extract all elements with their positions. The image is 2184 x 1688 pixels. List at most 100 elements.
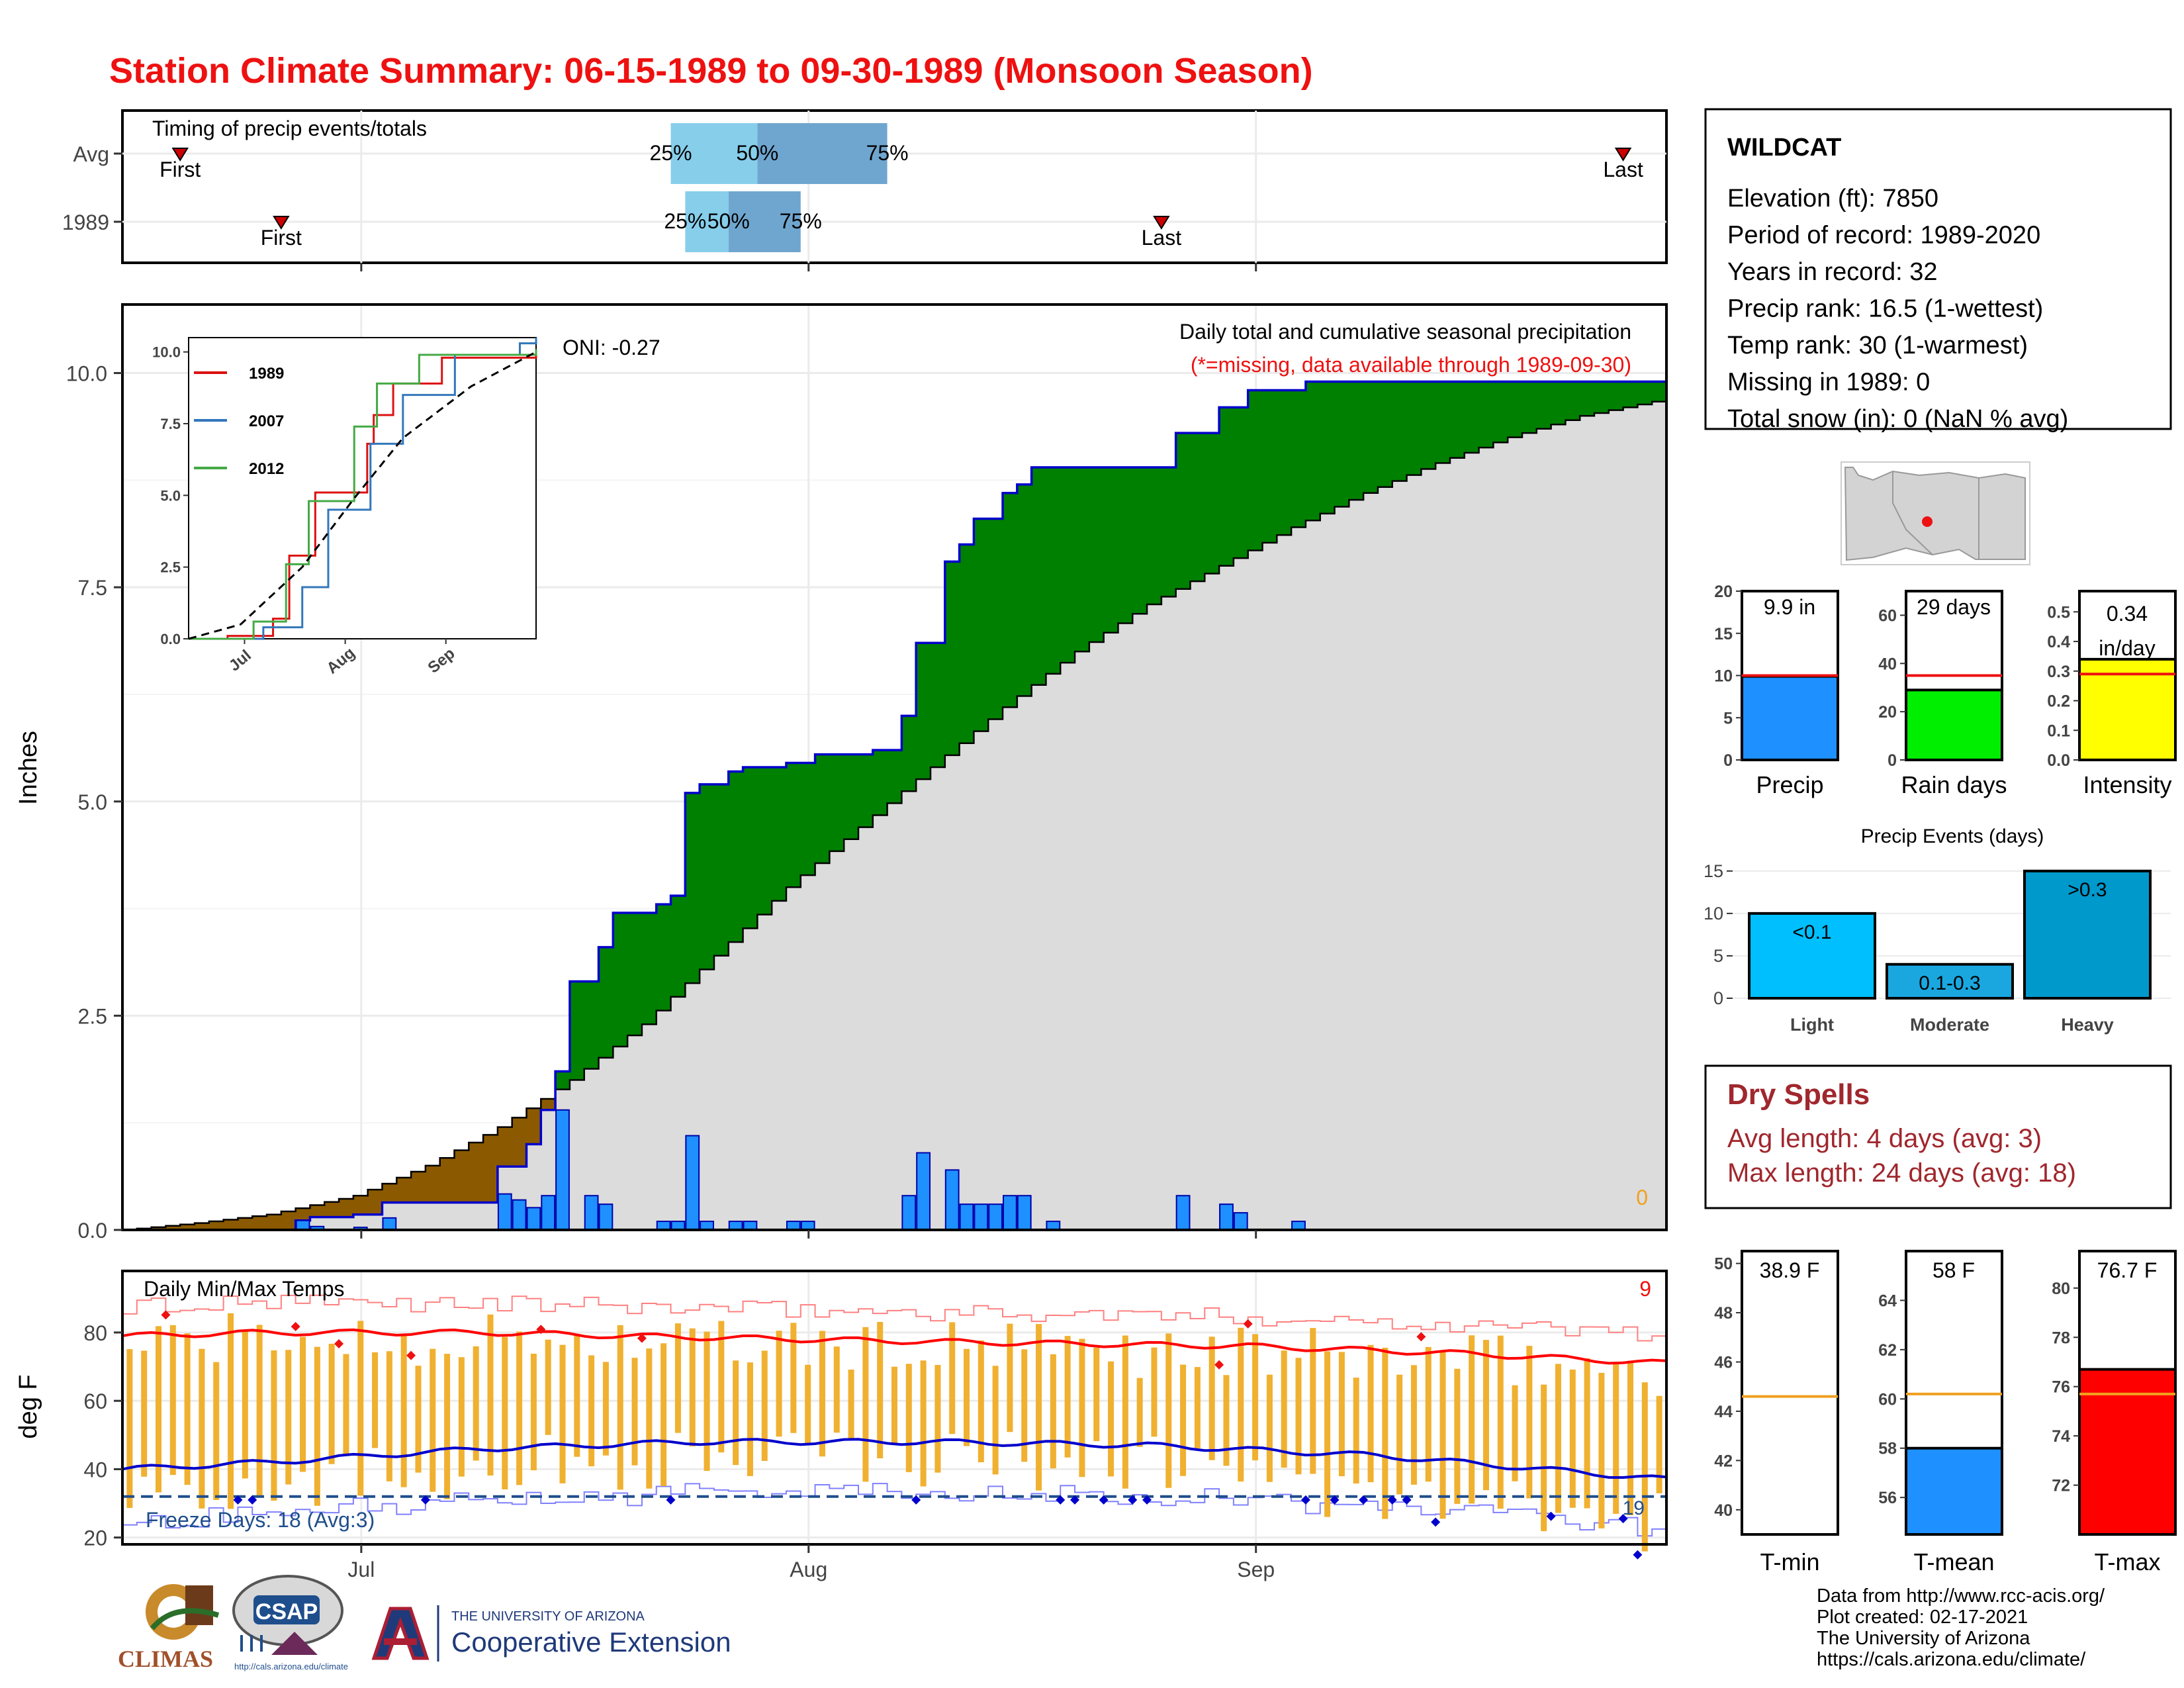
ua-logo-big-text: Cooperative Extension [451,1626,731,1658]
record-high-marker [1416,1332,1426,1342]
above-average-segment [685,792,700,984]
above-average-segment [1089,467,1105,643]
events-x-tick-label: Heavy [2061,1015,2114,1035]
gauge-y-tick-label: 0 [1888,751,1897,770]
below-average-segment [512,1117,527,1167]
record-low-marker [1546,1511,1556,1521]
record-low-marker [248,1495,257,1505]
temp-x-tick-label: Aug [790,1558,827,1581]
gauge-y-tick-label: 42 [1714,1452,1733,1470]
below-average-segment [165,1225,181,1230]
above-average-segment [1435,381,1451,463]
above-average-segment [670,896,686,997]
below-average-segment [396,1178,412,1203]
temperature-panel: Daily Min/Max Temps 9 19 Freeze Days: 18… [15,1270,1668,1581]
temp-x-tick-label: Jul [347,1558,375,1581]
above-average-segment [1464,381,1480,453]
main-precip-panel: Daily total and cumulative seasonal prec… [15,263,1668,1243]
events-bar-label: <0.1 [1792,921,1831,943]
above-average-segment [757,767,772,915]
events-y-tick-label: 15 [1704,861,1723,881]
timing-label: Timing of precip events/totals [152,117,427,140]
temp-x-tick-label: Sep [1237,1558,1275,1581]
timing-row-label: 1989 [62,211,109,234]
missing-count: 0 [1636,1186,1648,1209]
station-name: WILDCAT [1727,134,1841,162]
above-average-segment [743,767,758,929]
above-average-segment [959,544,975,743]
record-high-marker [406,1350,416,1360]
below-average-segment [267,1214,282,1230]
credit-line-3: The University of Arizona [1817,1628,2030,1649]
inset-series-line [188,351,537,640]
csap-logo-url: http://cals.arizona.edu/climate [234,1662,348,1671]
above-average-segment [1277,390,1292,536]
gauge-value-label: 9.9 in [1764,595,1815,619]
record-high-count: 9 [1639,1277,1651,1301]
temp-y-tick-label: 40 [83,1458,107,1481]
daily-precip-bar [497,1193,512,1231]
inset-series-line [189,338,537,640]
gauge-y-tick-label: 78 [2052,1329,2070,1347]
gauge-y-tick-label: 60 [1878,606,1897,625]
gauge-title: Precip [1756,771,1823,798]
daily-precip-bar [541,1195,556,1231]
above-average-segment [700,784,715,970]
above-average-segment [641,913,657,1025]
above-average-segment [1479,381,1494,448]
csap-logo: CSAP http://cals.arizona.edu/climate [232,1575,348,1671]
timing-iqr-lower [685,191,729,252]
temp-y-tick-label: 60 [83,1389,107,1413]
record-high-marker [536,1325,546,1335]
main-y-tick-label: 5.0 [78,790,107,814]
above-average-segment [1219,407,1234,566]
above-average-segment [1305,381,1321,521]
below-average-segment [238,1217,253,1230]
record-low-marker [666,1495,676,1505]
below-average-segment [252,1216,267,1230]
daily-precip-bar [555,1109,570,1231]
avg-min-temp-line [122,1438,1667,1479]
gauge-y-tick-label: 58 [1878,1440,1897,1458]
above-average-segment [1421,381,1436,469]
above-average-segment [844,754,859,839]
below-average-segment [411,1171,426,1203]
above-average-segment [944,561,960,755]
below-average-segment [195,1223,210,1230]
main-y-tick-label: 7.5 [78,576,107,600]
above-average-segment [1551,381,1566,425]
gauge-y-tick-label: 56 [1878,1489,1897,1507]
inset-y-tick-label: 2.5 [160,559,181,576]
precip-events-title: Precip Events (days) [1861,825,2044,847]
gauge-y-tick-label: 0.1 [2047,722,2070,740]
climas-logo-text: CLIMAS [118,1646,213,1672]
timing-last-marker [1614,148,1632,162]
above-average-segment [1075,467,1090,652]
main-chart-title: Daily total and cumulative seasonal prec… [1179,320,1631,344]
below-average-segment [353,1196,369,1215]
timing-iqr-upper [728,191,801,252]
main-y-label: Inches [15,731,42,805]
arizona-map-shape [1844,467,2026,561]
credit-line-4: https://cals.arizona.edu/climate/ [1817,1649,2086,1670]
daily-precip-bar [598,1203,614,1231]
timing-p50-label: 50% [736,141,778,165]
record-low-marker [1633,1550,1643,1560]
main-chart-subtitle: (*=missing, data available through 1989-… [1191,353,1631,377]
gauge-value-label: 0.34 in/day [2099,602,2155,660]
gauge-y-tick-label: 0.0 [2047,751,2070,770]
below-average-segment [454,1150,469,1203]
gauge-value-bar [1741,675,1839,762]
above-average-segment [1320,381,1336,514]
timing-last-label: Last [1142,226,1182,250]
gauge-y-tick-label: 76 [2052,1378,2070,1397]
arizona-locator-map [1841,461,2030,565]
gauge-y-tick-label: 44 [1714,1403,1733,1421]
above-average-segment [1233,407,1249,559]
above-average-segment [829,754,844,851]
daily-precip-bar [944,1169,960,1231]
above-average-segment [872,750,888,816]
record-low-marker [1128,1495,1138,1505]
daily-precip-bar [916,1152,931,1231]
credit-line-2: Plot created: 02-17-2021 [1817,1607,2028,1628]
